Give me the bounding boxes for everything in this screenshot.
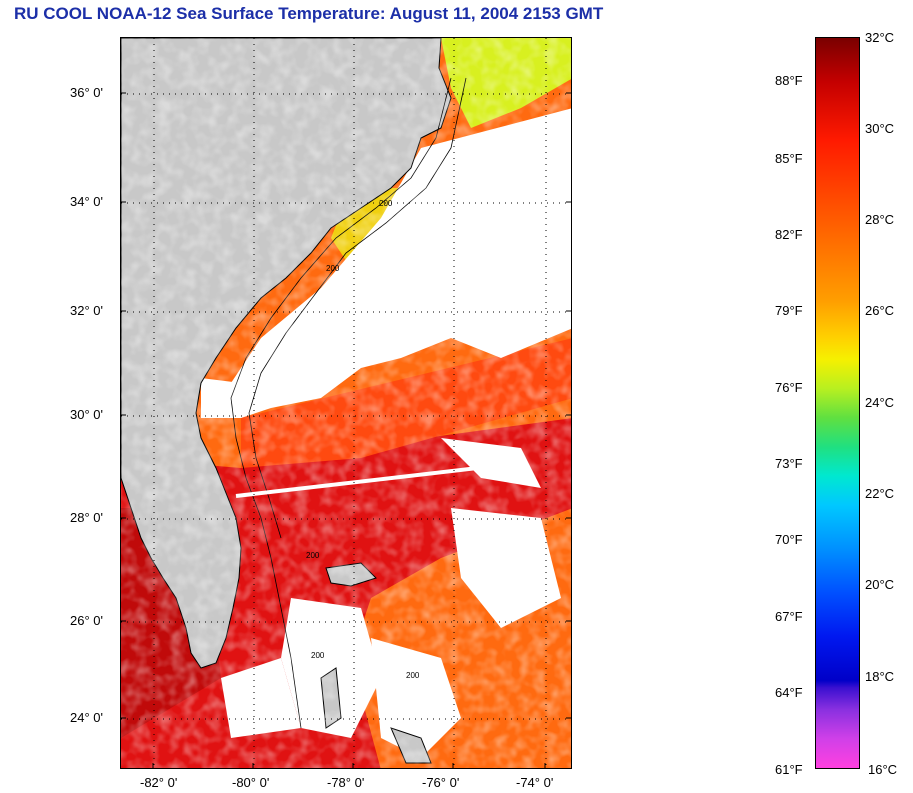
lon-label: -82° 0' [140, 775, 178, 790]
lon-label: -80° 0' [232, 775, 270, 790]
lat-label: 28° 0' [70, 510, 103, 525]
contour-label: 200 [306, 551, 320, 560]
colorbar-fahrenheit-label: 64°F [775, 685, 803, 700]
colorbar-celsius-label: 26°C [865, 303, 895, 318]
colorbar-fahrenheit-label: 79°F [775, 303, 803, 318]
contour-label: 200 [311, 651, 325, 660]
contour-label: 200 [406, 671, 420, 680]
lon-label: -76° 0' [422, 775, 460, 790]
colorbar-fahrenheit-label: 73°F [775, 456, 803, 471]
lat-label: 24° 0' [70, 710, 103, 725]
swath-artifact [235, 461, 522, 498]
lat-label: 30° 0' [70, 407, 103, 422]
colorbar-celsius-label: 24°C [865, 395, 895, 410]
lon-label: -78° 0' [327, 775, 365, 790]
colorbar-fahrenheit-label: 88°F [775, 73, 803, 88]
lon-label: -74° 0' [516, 775, 554, 790]
lat-label: 32° 0' [70, 303, 103, 318]
contour-label: 200 [326, 264, 340, 273]
colorbar-fahrenheit-label: 61°F [775, 762, 803, 777]
colorbar-celsius-label: 32°C [865, 30, 895, 45]
sst-map-image: 200 200 200 200 200 [121, 38, 571, 768]
graticule [121, 38, 571, 768]
colorbar-celsius-label: 18°C [865, 669, 895, 684]
colorbar-celsius-label: 16°C [868, 762, 898, 777]
colorbar-fahrenheit-label: 70°F [775, 532, 803, 547]
colorbar-fahrenheit-label: 67°F [775, 609, 803, 624]
colorbar-fahrenheit-label: 76°F [775, 380, 803, 395]
contour-label: 200 [379, 199, 393, 208]
sst-map: 200 200 200 200 200 [120, 37, 572, 769]
lat-label: 36° 0' [70, 85, 103, 100]
colorbar-fahrenheit-label: 82°F [775, 227, 803, 242]
colorbar-celsius-label: 20°C [865, 577, 895, 592]
colorbar-celsius-label: 28°C [865, 212, 895, 227]
map-title: RU COOL NOAA-12 Sea Surface Temperature:… [14, 4, 604, 23]
sst-texture [121, 38, 571, 768]
lat-label: 34° 0' [70, 194, 103, 209]
colorbar-fahrenheit-label: 85°F [775, 151, 803, 166]
temperature-colorbar [815, 37, 860, 769]
colorbar-celsius-label: 30°C [865, 121, 895, 136]
lat-label: 26° 0' [70, 613, 103, 628]
colorbar-celsius-label: 22°C [865, 486, 895, 501]
